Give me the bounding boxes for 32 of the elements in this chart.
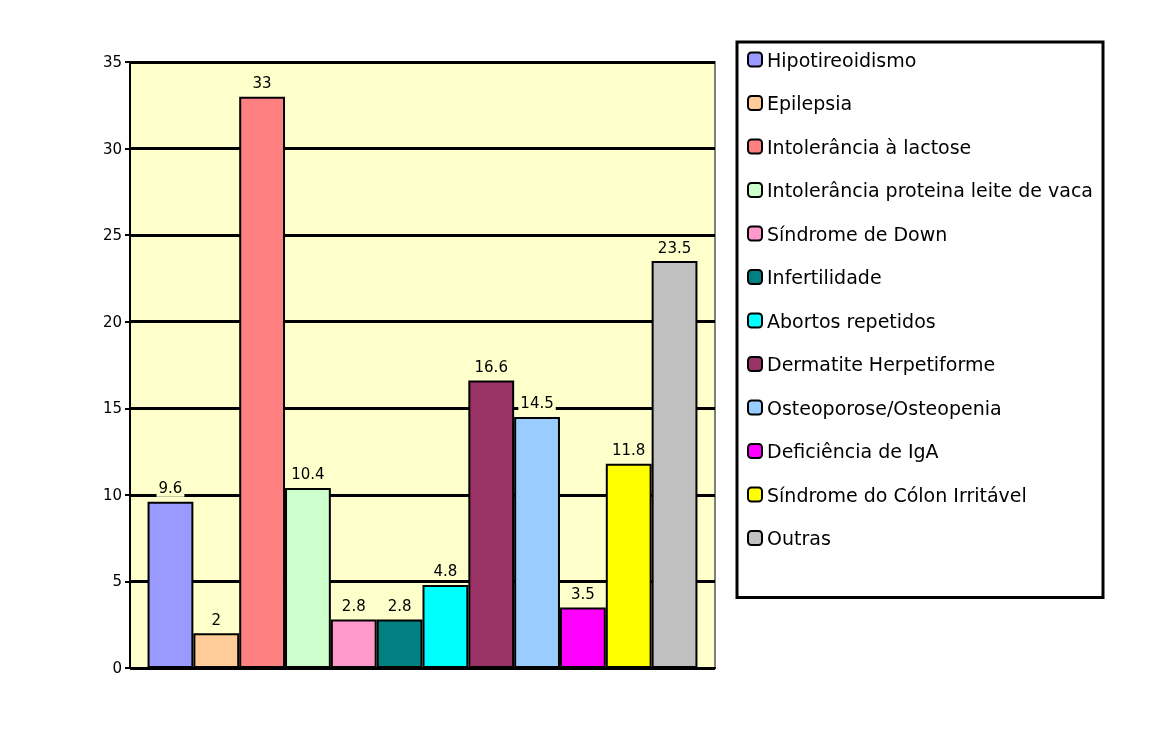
legend-label: Síndrome do Cólon Irritável [767,483,1027,506]
data-label: 14.5 [520,394,554,413]
data-label: 10.4 [291,465,325,484]
data-label: 2.8 [387,597,412,616]
y-tick-label: 35 [102,53,122,71]
legend-label: Epilepsia [767,92,853,114]
y-tick-label: 30 [102,139,122,158]
data-label: 23.5 [657,238,692,257]
legend-label: Osteoporose/Osteopenia [767,396,1002,419]
y-tick-label: 20 [102,312,122,331]
y-tick-label: 5 [112,572,122,591]
legend-label: Deficiência de IgA [767,440,939,462]
data-label: 4.8 [433,562,458,581]
legend-label: Intolerância à lactose [767,135,972,158]
y-tick-label: 15 [102,399,122,418]
legend-label: Dermatite Herpetiforme [767,353,996,375]
legend-label: Infertilidade [767,266,882,288]
data-label: 9.6 [158,479,183,498]
legend-label: Síndrome de Down [767,222,948,245]
legend-label: Hipotireoidismo [767,48,917,71]
y-tick-label: 25 [102,226,122,245]
legend-label: Intolerância proteina leite de vaca [767,179,1094,201]
legend-label: Outras [767,527,831,549]
y-tick-label: 0 [112,659,122,677]
data-label: 16.6 [474,358,508,377]
data-label: 3.5 [570,584,595,603]
legend-label: Abortos repetidos [767,309,936,332]
data-label: 33 [252,74,272,93]
data-label: 2.8 [341,597,366,616]
y-tick-label: 10 [102,485,122,504]
data-label: 2 [211,610,222,629]
data-label: 11.8 [612,441,646,460]
